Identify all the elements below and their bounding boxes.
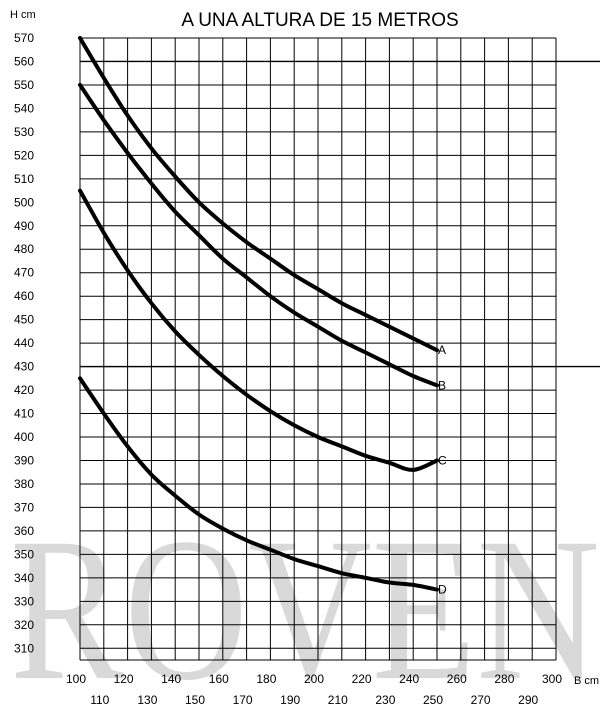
x-axis-label: B cm	[574, 675, 599, 687]
y-tick-label: 400	[14, 430, 34, 444]
y-tick-label: 390	[14, 453, 34, 467]
x-tick-label: 280	[494, 672, 514, 686]
y-tick-label: 340	[14, 571, 34, 585]
series-d-line	[78, 376, 439, 592]
y-tick-label: 490	[14, 219, 34, 233]
x-tick-label: 100	[66, 672, 86, 686]
x-ticks: 100 120 140 160 180 200 220 240 260 280 300 110 130 1…	[66, 672, 562, 707]
y-tick-label: 560	[14, 54, 34, 68]
x-tick-label: 250	[423, 693, 443, 707]
y-ticks: 570 560 550 540 530 520 510 500 490 480 470 460 450 4…	[14, 31, 34, 655]
x-tick-label: 150	[185, 693, 205, 707]
series-c-line	[78, 188, 439, 472]
y-tick-label: 510	[14, 172, 34, 186]
x-tick-label: 240	[399, 672, 419, 686]
y-tick-label: 430	[14, 360, 34, 374]
y-tick-label: 360	[14, 524, 34, 538]
y-tick-label: 350	[14, 547, 34, 561]
reference-lines	[80, 60, 600, 368]
x-tick-label: 290	[518, 693, 538, 707]
series-a-label: A	[438, 343, 446, 357]
x-tick-label: 200	[304, 672, 324, 686]
series-a-line	[78, 36, 439, 353]
x-tick-label: 270	[471, 693, 491, 707]
y-tick-label: 410	[14, 407, 34, 421]
watermark-text: ROVEN	[10, 496, 600, 709]
y-axis-label: H cm	[10, 9, 36, 21]
series-b-line	[78, 82, 439, 388]
watermark: ROVEN	[10, 496, 600, 709]
y-tick-label: 480	[14, 242, 34, 256]
y-tick-label: 550	[14, 78, 34, 92]
y-tick-label: 570	[14, 31, 34, 45]
x-tick-label: 230	[375, 693, 395, 707]
x-tick-label: 190	[280, 693, 300, 707]
x-tick-label: 170	[233, 693, 253, 707]
x-tick-label: 220	[352, 672, 372, 686]
y-tick-label: 460	[14, 289, 34, 303]
y-tick-label: 330	[14, 594, 34, 608]
y-tick-label: 320	[14, 618, 34, 632]
x-tick-label: 260	[447, 672, 467, 686]
series-c-label: C	[438, 453, 447, 467]
chart-title: A UNA ALTURA DE 15 METROS	[181, 10, 458, 31]
x-tick-label: 120	[114, 672, 134, 686]
y-tick-label: 540	[14, 101, 34, 115]
x-tick-label: 140	[161, 672, 181, 686]
y-tick-label: 420	[14, 383, 34, 397]
x-tick-label: 180	[256, 672, 276, 686]
x-tick-label: 300	[542, 672, 562, 686]
x-tick-label: 130	[137, 693, 157, 707]
series-b-label: B	[438, 378, 446, 392]
y-tick-label: 310	[14, 641, 34, 655]
y-tick-label: 380	[14, 477, 34, 491]
y-tick-label: 520	[14, 148, 34, 162]
x-tick-label: 160	[209, 672, 229, 686]
x-tick-label: 210	[328, 693, 348, 707]
series-labels: A B C D	[438, 343, 447, 596]
x-tick-label: 110	[90, 693, 109, 707]
series-d-label: D	[438, 583, 447, 597]
y-tick-label: 530	[14, 125, 34, 139]
series-curves	[78, 36, 439, 592]
y-tick-label: 440	[14, 336, 34, 350]
y-tick-label: 370	[14, 500, 34, 514]
y-tick-label: 450	[14, 313, 34, 327]
y-tick-label: 500	[14, 195, 34, 209]
y-tick-label: 470	[14, 266, 34, 280]
